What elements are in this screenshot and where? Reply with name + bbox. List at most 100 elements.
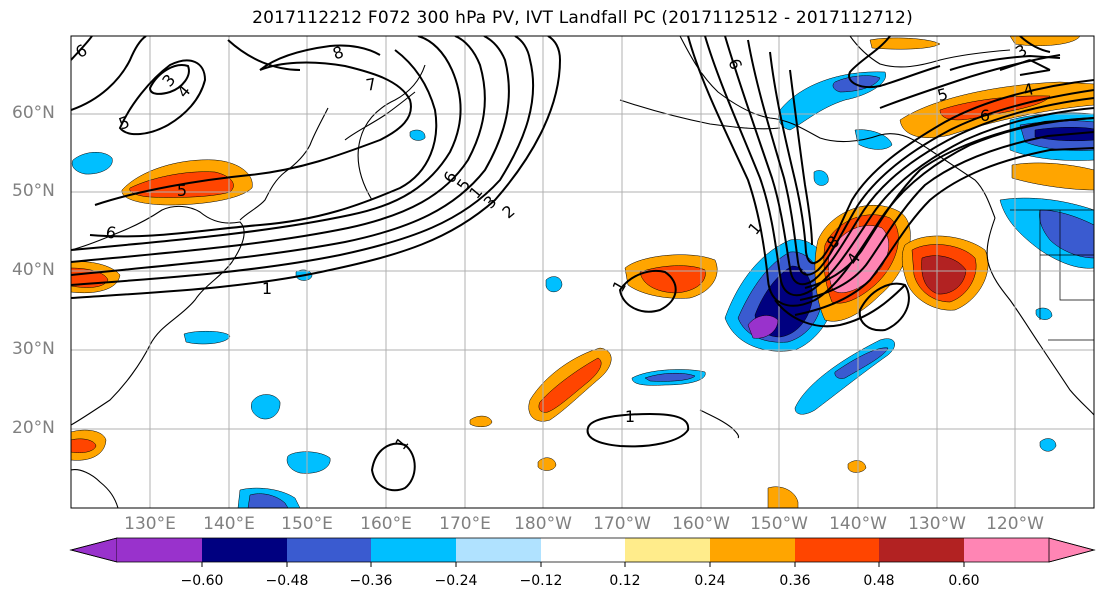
colorbar-bin (287, 538, 371, 562)
colorbar-tick-label: 0.36 (779, 573, 811, 589)
pv-contour-2 (71, 36, 535, 286)
map-plot-area: 6 3 4 5 8 7 5 6 1 6 5 1 3 2 1 1 1 1 8 4 … (71, 36, 1094, 508)
coast-philippines (71, 469, 119, 508)
shade-positive-small-2 (537, 457, 557, 471)
shade-negative-pacific-4-core (247, 493, 289, 508)
map-frame (70, 35, 1095, 509)
shade-negative-arc-core (834, 347, 889, 379)
pv-contour-29 (1019, 36, 1051, 53)
lon-label: 130°E (124, 514, 176, 534)
pv-contour-8 (259, 44, 381, 71)
colorbar-extend-min (69, 537, 118, 563)
colorbar-bin (795, 538, 879, 562)
shade-negative-small-3 (1039, 438, 1057, 452)
pv-contour-11 (71, 36, 147, 111)
colorbar-tick-label: 0.12 (609, 573, 641, 589)
colorbar (69, 537, 1096, 567)
colorbar-bin (879, 538, 964, 562)
lon-label: 140°E (203, 514, 255, 534)
shade-negative-pacific-3 (286, 451, 331, 474)
shade-negative-dipole-core (747, 315, 779, 339)
coast-kamchatka (357, 64, 426, 201)
shade-positive-sw-core (71, 438, 97, 453)
pv-contours (71, 36, 1094, 492)
pv-contour-18 (704, 36, 1094, 297)
colorbar-bin (371, 538, 456, 562)
colorbar-bin (117, 538, 202, 562)
shade-negative-alaska-2 (854, 129, 893, 150)
colorbar-extend-max (1048, 537, 1096, 563)
map-title: 2017112212 F072 300 hPa PV, IVT Landfall… (252, 8, 913, 28)
lon-label: 170°W (593, 514, 651, 534)
contour-label: 4 (1021, 79, 1036, 100)
pv-contour-19 (724, 36, 1094, 286)
pv-contour-7 (94, 61, 412, 206)
colorbar-bin (541, 538, 625, 562)
pv-contour-27 (804, 117, 1094, 289)
shade-negative-central-core (644, 373, 696, 382)
pv-contour-15 (586, 412, 690, 448)
coast-alaska (679, 36, 996, 219)
shade-positive-top (869, 37, 941, 50)
shade-negative-small-5 (813, 170, 829, 186)
pv-contour-16 (370, 442, 416, 492)
shade-negative-pacific-2 (251, 394, 281, 420)
shade-positive-small-4 (847, 460, 867, 473)
lon-label: 150°E (281, 514, 333, 534)
lon-label: 170°E (439, 514, 491, 534)
contour-label: 5 (935, 84, 950, 105)
lon-label: 180°W (514, 514, 572, 534)
coast-japan (239, 107, 329, 221)
colorbar-bin (964, 538, 1049, 562)
pv-contour-23 (774, 284, 906, 328)
shade-negative-west-us-core (1039, 209, 1094, 259)
pv-contour-26 (799, 131, 1094, 301)
shade-positive-canada (1011, 162, 1094, 191)
lat-label: 50°N (12, 181, 55, 201)
shade-negative-japan (71, 152, 113, 175)
lat-label: 30°N (12, 339, 55, 359)
colorbar-tick-label: −0.24 (434, 573, 478, 589)
pv-contour-24 (858, 282, 910, 332)
shade-negative-pacific-1 (183, 331, 231, 345)
lon-label: 150°W (750, 514, 808, 534)
colorbar-tick-label: 0.48 (863, 573, 895, 589)
colorbar-tick-label: −0.12 (519, 573, 563, 589)
lon-label: 120°W (986, 514, 1044, 534)
shade-negative-small-6 (409, 129, 426, 141)
contour-label: 7 (364, 74, 377, 94)
colorbar-tick-label: −0.36 (349, 573, 393, 589)
pv-contour-6 (89, 49, 438, 238)
coast-aleutians (619, 99, 781, 130)
pv-contour-20 (747, 39, 1094, 276)
coastlines (71, 36, 1094, 508)
pv-contour-17 (687, 36, 1094, 307)
colorbar-tick-label: 0.24 (694, 573, 726, 589)
pv-contour-30 (848, 36, 941, 88)
pv-contour-9 (118, 59, 207, 136)
pv-contour-1 (71, 36, 562, 299)
ivt-shading (71, 36, 1094, 508)
colorbar-ticks (201, 562, 965, 567)
contour-label: 6 (104, 222, 117, 242)
lon-label: 140°W (829, 514, 887, 534)
contour-label: 5 (177, 181, 187, 200)
pv-contour-10 (148, 64, 190, 95)
shade-positive-small-1 (469, 415, 493, 427)
coast-hawaii (699, 409, 740, 439)
colorbar-bin (710, 538, 795, 562)
lat-label: 40°N (12, 260, 55, 280)
coast-canada-interior (849, 36, 1011, 68)
shade-positive-small-3 (767, 486, 799, 508)
pv-contour-14 (618, 270, 677, 313)
pv-contour-3 (71, 36, 510, 276)
colorbar-bin (625, 538, 710, 562)
coast-north-america (986, 217, 1094, 416)
shade-negative-small-1 (545, 276, 563, 293)
lon-label: 160°W (672, 514, 730, 534)
pv-contour-5 (71, 36, 462, 251)
colorbar-tick-label: −0.48 (265, 573, 309, 589)
pv-contour-21 (769, 51, 1094, 265)
pv-contour-32 (999, 59, 1051, 76)
pv-contour-31 (949, 54, 1061, 71)
